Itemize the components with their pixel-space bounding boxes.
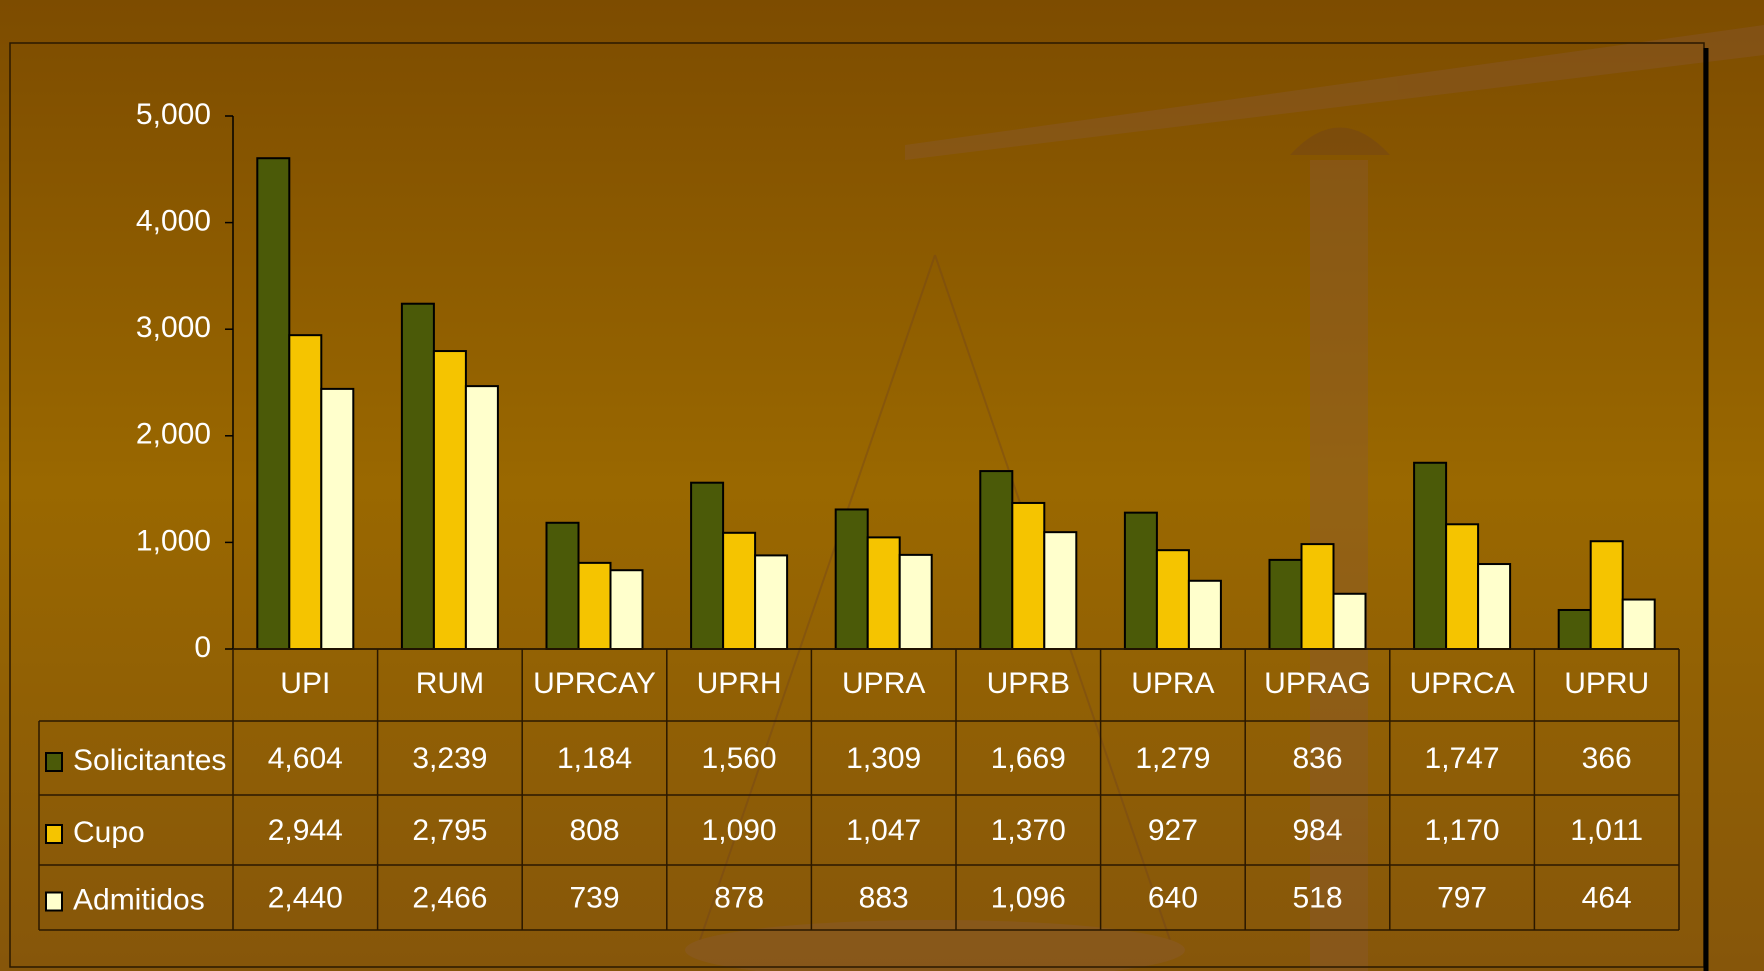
x-tick-label: UPRU xyxy=(1564,667,1649,700)
bar xyxy=(834,508,869,650)
bar xyxy=(432,350,467,650)
bar xyxy=(1011,501,1046,651)
bar xyxy=(690,481,725,651)
table-value: 366 xyxy=(1582,742,1632,775)
table-value: 2,440 xyxy=(268,881,343,914)
table-value: 797 xyxy=(1437,881,1487,914)
y-tick-label: 2,000 xyxy=(136,418,211,451)
table-value: 1,090 xyxy=(702,814,777,847)
table-value: 2,795 xyxy=(412,814,487,847)
bar xyxy=(722,531,757,651)
x-tick-label: RUM xyxy=(416,667,484,700)
table-value: 1,309 xyxy=(846,742,921,775)
bar xyxy=(1187,579,1222,650)
table-value: 1,370 xyxy=(991,814,1066,847)
bar xyxy=(609,569,644,650)
table-value: 3,239 xyxy=(412,742,487,775)
x-tick-label: UPI xyxy=(280,667,330,700)
bar xyxy=(1043,531,1078,650)
table-value: 640 xyxy=(1148,881,1198,914)
x-tick-label: UPRAG xyxy=(1264,667,1371,700)
bar xyxy=(1477,563,1512,650)
bar xyxy=(464,385,499,650)
y-tick-label: 1,000 xyxy=(136,524,211,557)
bar xyxy=(1621,598,1656,650)
table-value: 518 xyxy=(1292,881,1342,914)
table-value: 808 xyxy=(569,814,619,847)
bar xyxy=(1123,511,1158,651)
table-value: 1,747 xyxy=(1425,742,1500,775)
x-tick-label: UPRB xyxy=(987,667,1070,700)
x-tick-label: UPRCA xyxy=(1410,667,1515,700)
table-value: 1,560 xyxy=(702,742,777,775)
bar xyxy=(1155,549,1190,651)
legend-swatch xyxy=(45,891,63,912)
bar xyxy=(1268,558,1303,650)
table-value: 1,184 xyxy=(557,742,632,775)
table-value: 739 xyxy=(569,881,619,914)
bar xyxy=(288,334,323,650)
bar xyxy=(979,470,1014,650)
table-value: 984 xyxy=(1292,814,1342,847)
bar xyxy=(400,302,435,650)
bar xyxy=(754,554,789,651)
bar xyxy=(1557,608,1592,650)
legend-swatch xyxy=(45,752,63,772)
y-tick-label: 3,000 xyxy=(136,311,211,344)
bar xyxy=(866,536,901,650)
legend-label: Solicitantes xyxy=(73,744,226,777)
table-value: 1,047 xyxy=(846,814,921,847)
table-value: 464 xyxy=(1582,881,1632,914)
table-value: 1,011 xyxy=(1570,814,1643,847)
table-value: 878 xyxy=(714,881,764,914)
table-value: 927 xyxy=(1148,814,1198,847)
legend-label: Cupo xyxy=(73,816,145,849)
table-value: 883 xyxy=(859,881,909,914)
table-value: 2,944 xyxy=(268,814,343,847)
table-value: 1,170 xyxy=(1425,814,1500,847)
bar xyxy=(1445,523,1480,651)
x-tick-label: UPRH xyxy=(697,667,782,700)
table-value: 1,096 xyxy=(991,881,1066,914)
bar xyxy=(1589,540,1624,651)
x-tick-label: UPRA xyxy=(842,667,925,700)
bar xyxy=(577,561,612,650)
bar xyxy=(545,521,580,650)
bar xyxy=(1413,461,1448,650)
x-tick-label: UPRCAY xyxy=(533,667,656,700)
table-value: 4,604 xyxy=(268,742,343,775)
bar xyxy=(256,157,291,650)
table-value: 1,279 xyxy=(1135,742,1210,775)
y-tick-label: 4,000 xyxy=(136,205,211,238)
y-tick-label: 0 xyxy=(194,631,211,664)
legend-label: Admitidos xyxy=(73,883,205,916)
table-value: 1,669 xyxy=(991,742,1066,775)
table-value: 836 xyxy=(1292,742,1342,775)
bar xyxy=(1300,543,1335,650)
table-value: 2,466 xyxy=(412,881,487,914)
bar xyxy=(1332,592,1367,650)
legend-swatch xyxy=(45,824,63,844)
bar xyxy=(320,387,355,650)
y-tick-label: 5,000 xyxy=(136,98,211,131)
x-tick-label: UPRA xyxy=(1131,667,1214,700)
bar xyxy=(898,553,933,650)
